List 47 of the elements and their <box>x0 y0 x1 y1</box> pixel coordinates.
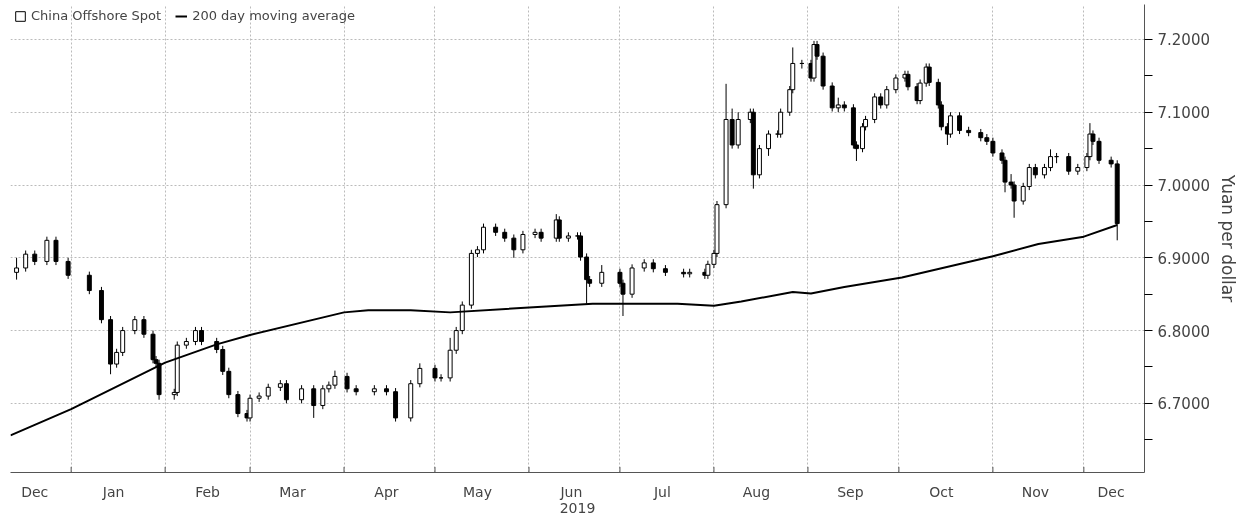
x-tick-label: Sep <box>837 483 864 500</box>
candlestick <box>1066 152 1072 176</box>
x-tick-label: Nov <box>1021 483 1050 500</box>
candlestick <box>511 234 517 259</box>
x-tick-label: Dec <box>21 483 49 500</box>
candlestick <box>299 384 305 404</box>
candlestick <box>44 236 50 266</box>
y-tick-label: 7.1000 <box>1157 104 1210 123</box>
candlestick <box>556 215 562 243</box>
x-tick-label: Jun <box>559 483 583 500</box>
candlestick <box>766 129 771 157</box>
x-tick-label: Feb <box>195 483 221 500</box>
candlestick <box>14 257 20 281</box>
x-tick-label: Oct <box>929 483 954 500</box>
x-tick-label: Jan <box>101 483 125 500</box>
candlestick <box>132 315 138 335</box>
y-tick-label: 7.0000 <box>1157 177 1210 195</box>
y-tick-label: 6.8000 <box>1157 322 1210 341</box>
candlestick <box>344 372 350 393</box>
y-tick-label: 6.7000 <box>1157 395 1210 414</box>
candlestick <box>957 111 963 135</box>
candlestick <box>53 236 59 266</box>
candlestick <box>141 315 147 339</box>
candlestick <box>893 73 899 94</box>
x-axis-title: 2019 <box>559 499 596 516</box>
candlestick <box>311 384 317 419</box>
y-tick-label: 6.9000 <box>1157 249 1210 268</box>
candlestick <box>599 264 605 288</box>
x-tick-label: May <box>462 483 492 500</box>
candlestick <box>256 391 262 403</box>
candlestick <box>417 362 423 388</box>
candlestick <box>926 62 932 87</box>
candlestick <box>520 230 526 254</box>
legend-label: China Offshore Spot <box>31 8 162 23</box>
x-tick-label: Jul <box>652 483 671 500</box>
y-tick-label: 7.2000 <box>1157 31 1210 50</box>
x-tick-label: Mar <box>279 483 306 500</box>
candlestick <box>23 250 29 273</box>
legend-label: 200 day moving average <box>192 8 355 23</box>
candlestick <box>86 271 92 295</box>
candlestick <box>332 370 338 390</box>
x-tick-label: Apr <box>374 483 399 500</box>
y-axis-title: Yuan per dollar <box>1217 173 1238 303</box>
x-tick-label: Aug <box>742 483 771 500</box>
candlestick <box>65 257 71 280</box>
x-tick-label: Dec <box>1097 483 1125 500</box>
candlestick <box>235 390 241 418</box>
